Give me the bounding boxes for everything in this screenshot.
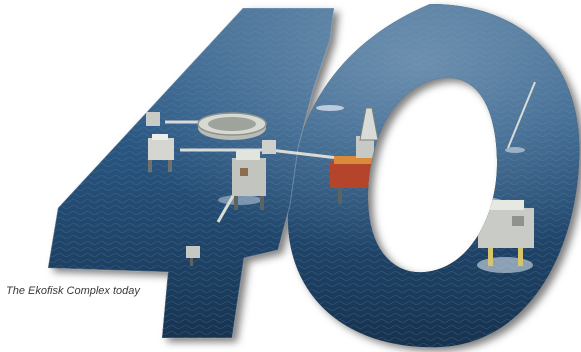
platform-lower-right <box>478 200 534 266</box>
platform-left <box>146 112 174 172</box>
platform-centre-left <box>232 140 276 210</box>
storage-tank <box>197 112 267 140</box>
photo-caption: The Ekofisk Complex today <box>6 285 140 297</box>
cutout-edge <box>47 7 335 339</box>
platform-small <box>186 246 200 266</box>
